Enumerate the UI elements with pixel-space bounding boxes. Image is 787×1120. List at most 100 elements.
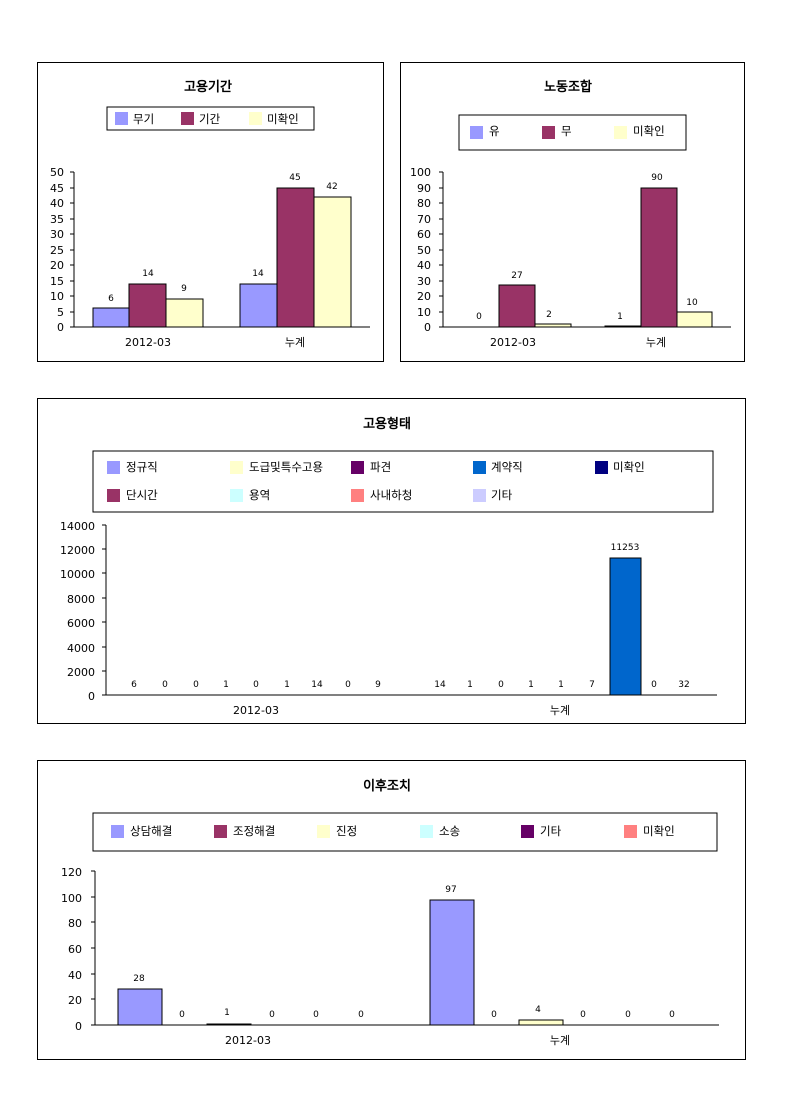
y-axis: 0 10 20 30 40 50 60 70 80 90 100 xyxy=(410,166,731,334)
y-tick: 20 xyxy=(417,290,431,303)
legend-label: 상담해결 xyxy=(130,824,172,838)
legend-label: 도급및특수고용 xyxy=(249,460,323,474)
legend-swatch xyxy=(420,825,433,838)
y-tick: 90 xyxy=(417,182,431,195)
legend-item: 도급및특수고용 xyxy=(230,460,323,474)
data-label: 6 xyxy=(131,680,137,690)
y-tick: 0 xyxy=(88,690,95,703)
bar xyxy=(676,311,713,328)
data-label: 0 xyxy=(253,680,259,690)
bars xyxy=(117,899,564,1026)
bar xyxy=(276,187,315,328)
legend-label: 기타 xyxy=(540,824,562,838)
chart-panel-follow-up-action: 이후조치 상담해결 조정해결 진정 소송 기타 미확인 0 20 40 60 8… xyxy=(37,760,746,1060)
chart-panel-employment-type: 고용형태 정규직 도급및특수고용 파견 계약직 미확인 단시간 용역 사내하청 … xyxy=(37,398,746,724)
data-label: 0 xyxy=(313,1010,319,1020)
legend-swatch xyxy=(111,825,124,838)
data-label: 4 xyxy=(535,1005,541,1015)
data-label: 0 xyxy=(669,1010,675,1020)
legend-item: 무기 xyxy=(115,112,154,126)
y-tick: 6000 xyxy=(67,617,95,630)
bar xyxy=(518,1019,564,1026)
legend-swatch xyxy=(351,489,364,502)
y-tick: 0 xyxy=(57,321,64,334)
data-label: 0 xyxy=(625,1010,631,1020)
legend-label: 사내하청 xyxy=(370,488,412,502)
x-tick: 2012-03 xyxy=(125,336,171,349)
data-label: 0 xyxy=(193,680,199,690)
x-tick: 누계 xyxy=(550,1034,570,1047)
data-label: 0 xyxy=(491,1010,497,1020)
legend-item: 계약직 xyxy=(473,460,523,474)
y-tick: 30 xyxy=(50,228,64,241)
data-label: 42 xyxy=(326,182,337,192)
y-tick: 40 xyxy=(417,259,431,272)
legend-label: 미확인 xyxy=(267,112,299,126)
data-label: 32 xyxy=(678,680,689,690)
legend-swatch xyxy=(542,126,555,139)
y-tick: 80 xyxy=(68,917,82,930)
y-tick: 20 xyxy=(50,259,64,272)
data-label: 1 xyxy=(467,680,473,690)
data-label: 10 xyxy=(686,298,698,308)
y-axis: 0 20 40 60 80 100 120 xyxy=(61,866,719,1033)
y-tick: 15 xyxy=(50,275,64,288)
bar xyxy=(92,307,130,328)
legend-item: 무 xyxy=(542,124,572,139)
bar xyxy=(534,323,572,328)
legend-swatch xyxy=(249,112,262,125)
y-tick: 25 xyxy=(50,244,64,257)
data-label: 27 xyxy=(511,271,522,281)
data-label: 0 xyxy=(476,312,482,322)
chart-panel-labor-union: 노동조합 유 무 미확인 0 10 20 30 40 50 60 70 xyxy=(400,62,745,362)
legend-swatch xyxy=(230,489,243,502)
legend-item: 유 xyxy=(470,124,500,139)
data-label: 1 xyxy=(558,680,564,690)
legend-item: 파견 xyxy=(351,460,391,474)
x-tick: 누계 xyxy=(285,336,305,349)
y-tick: 50 xyxy=(417,244,431,257)
legend-label: 기간 xyxy=(199,112,221,126)
legend-label: 계약직 xyxy=(491,460,523,474)
bar xyxy=(609,557,642,696)
legend-swatch xyxy=(230,461,243,474)
legend-item: 사내하청 xyxy=(351,488,412,502)
data-label: 0 xyxy=(162,680,168,690)
y-tick: 14000 xyxy=(60,520,95,533)
legend-label: 무 xyxy=(561,124,572,138)
bar xyxy=(429,899,475,1026)
legend-swatch xyxy=(107,461,120,474)
legend-label: 미확인 xyxy=(633,124,665,138)
data-label: 14 xyxy=(252,269,264,279)
data-labels: 6 14 9 14 45 42 xyxy=(108,173,338,304)
chart-title: 이후조치 xyxy=(363,778,411,794)
legend-label: 무기 xyxy=(133,112,154,126)
data-label: 0 xyxy=(498,680,504,690)
data-labels: 28 0 1 0 0 0 97 0 4 0 0 0 xyxy=(133,885,675,1020)
legend-box xyxy=(92,450,714,513)
bars xyxy=(92,187,352,328)
y-tick: 10 xyxy=(50,290,64,303)
legend-item: 미확인 xyxy=(624,824,675,838)
legend-item: 용역 xyxy=(230,488,270,502)
data-label: 1 xyxy=(224,1008,230,1018)
legend-box xyxy=(458,114,687,151)
y-tick: 5 xyxy=(57,306,64,319)
legend-swatch xyxy=(614,126,627,139)
legend-item: 진정 xyxy=(317,824,357,838)
data-label: 1 xyxy=(617,312,623,322)
data-label: 14 xyxy=(311,680,323,690)
y-tick: 100 xyxy=(61,892,82,905)
y-tick: 70 xyxy=(417,213,431,226)
bars xyxy=(498,187,713,328)
x-tick: 2012-03 xyxy=(225,1034,271,1047)
legend-label: 진정 xyxy=(336,824,357,838)
chart-labor-union: 노동조합 유 무 미확인 0 10 20 30 40 50 60 70 xyxy=(410,79,731,349)
legend-swatch xyxy=(473,489,486,502)
data-label: 9 xyxy=(375,680,381,690)
data-label: 7 xyxy=(589,680,595,690)
data-label: 45 xyxy=(289,173,300,183)
y-tick: 10000 xyxy=(60,568,95,581)
y-tick: 4000 xyxy=(67,642,95,655)
chart-employment-period: 고용기간 무기 기간 미확인 0 5 10 15 20 25 30 xyxy=(50,79,370,349)
